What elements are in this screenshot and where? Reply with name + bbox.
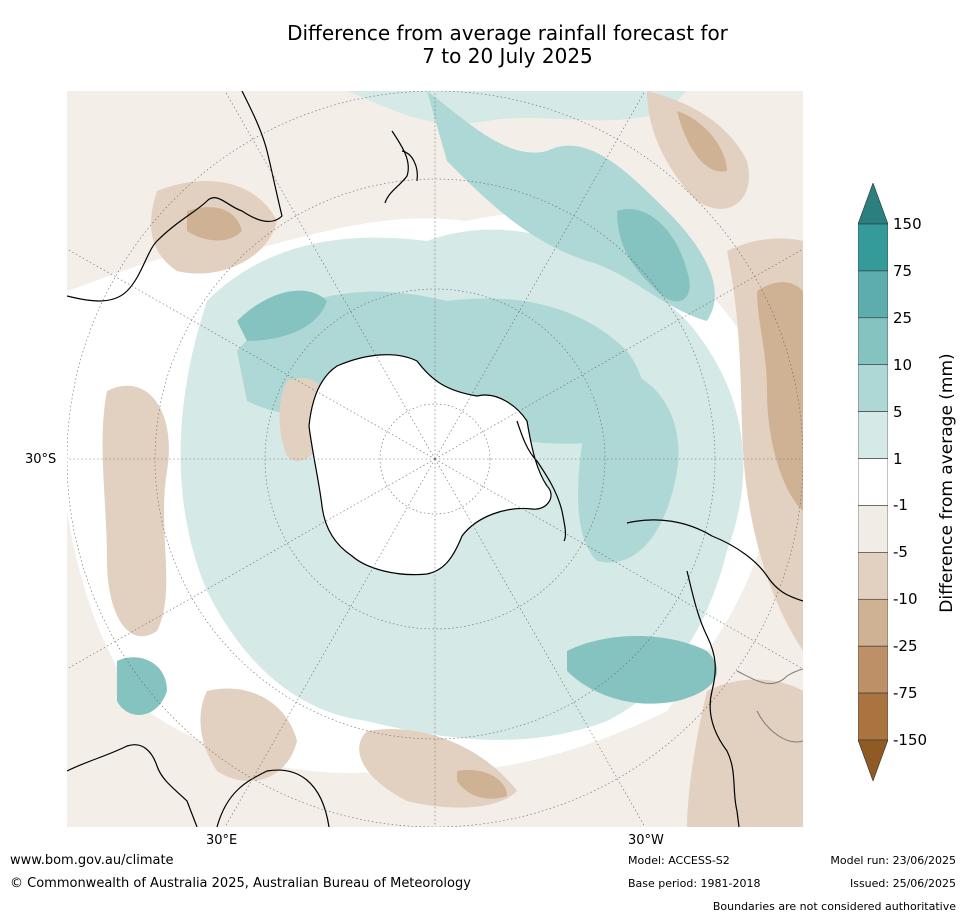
anomaly-region-brown-west [102, 385, 169, 637]
colorbar-tick-label: -1 [893, 496, 908, 515]
colorbar-tick-label: -75 [893, 684, 918, 703]
colorbar-tick-label: 25 [893, 308, 913, 327]
anomaly-region-brown-south-dark [457, 770, 507, 799]
colorbar-tick-label: 150 [893, 215, 922, 233]
rainfall-anomaly-map [67, 91, 803, 827]
colorbar-band [858, 692, 888, 741]
colorbar-tick-label: -10 [893, 590, 918, 609]
colorbar-tick-label: -25 [893, 637, 918, 656]
south-america-coastline [626, 519, 803, 827]
colorbar-band [858, 411, 888, 459]
colorbar-tick-label: 5 [893, 402, 903, 421]
footer-base-period: Base period: 1981-2018 [628, 877, 761, 890]
antarctica-landmass [308, 354, 552, 576]
map-title: Difference from average rainfall forecas… [287, 21, 728, 68]
lat-30s-label: 30°S [25, 452, 57, 467]
footer-model-run: Model run: 23/06/2025 [830, 854, 956, 867]
anomaly-region-teal-mid-east [578, 369, 679, 563]
longitude-graticule [67, 91, 803, 827]
colorbar-band [858, 552, 888, 600]
colorbar-band [858, 598, 888, 647]
footer-model: Model: ACCESS-S2 [628, 854, 730, 867]
colorbar-tick-label: -150 [893, 731, 928, 749]
south-america-inner-border [736, 668, 803, 743]
colorbar-band [858, 505, 888, 553]
footer-url: www.bom.gov.au/climate [10, 853, 174, 868]
footer-copyright: © Commonwealth of Australia 2025, Austra… [10, 876, 471, 891]
new-zealand-coastline [384, 130, 418, 204]
footer-disclaimer: Boundaries are not considered authoritat… [712, 900, 956, 913]
footer-issued: Issued: 25/06/2025 [849, 877, 956, 890]
colorbar-tick-label: 10 [893, 355, 913, 374]
colorbar-band [858, 317, 888, 366]
anomaly-region-brown-ne-dark [677, 111, 727, 172]
anomaly-region-teal-dark-ne [617, 209, 690, 302]
anomaly-region-brown-nw-dark [187, 207, 242, 241]
colorbar-extend-bottom [858, 739, 888, 781]
anomaly-region-teal-dark-sw [117, 657, 167, 715]
lon-30w-label: 30°W [628, 833, 664, 848]
anomaly-region-brown-se [687, 679, 803, 827]
colorbar-tick-label: 1 [893, 449, 903, 468]
africa-coastline [67, 744, 330, 827]
colorbar-tick-label: -5 [893, 543, 908, 562]
colorbar-band [858, 364, 888, 412]
colorbar-title-text: Difference from average (mm) [937, 353, 957, 613]
australia-coastline [67, 91, 283, 302]
colorbar-band [858, 458, 888, 506]
colorbar-tick-label: 75 [893, 261, 913, 280]
colorbar-extend-top [858, 183, 888, 225]
anomaly-region-brown-sw [200, 688, 297, 781]
colorbar [858, 183, 888, 781]
anomaly-region-brown-east-dark [757, 282, 803, 511]
colorbar-band [858, 223, 888, 272]
anomaly-region-teal-dark [237, 290, 327, 341]
lon-30e-label: 30°E [206, 833, 238, 848]
antarctic-peninsula [516, 420, 567, 542]
anomaly-region-teal-dark-south [567, 636, 717, 704]
colorbar-band [858, 270, 888, 319]
colorbar-band [858, 645, 888, 694]
